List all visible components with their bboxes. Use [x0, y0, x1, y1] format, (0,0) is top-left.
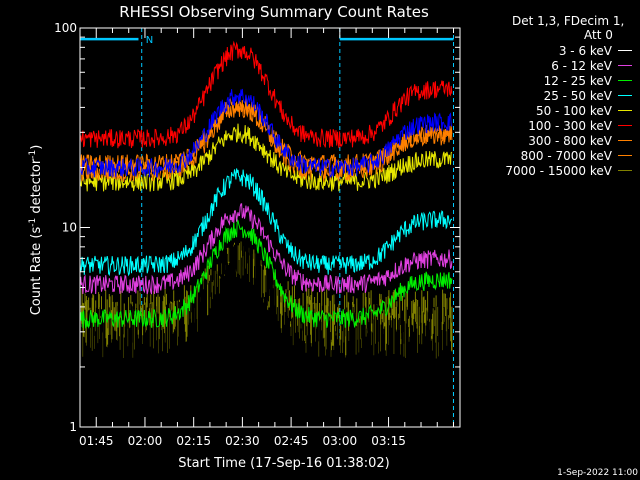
legend-label: 50 - 100 keV [535, 103, 612, 118]
y-axis-label: Count Rate (s-1 detector-1) [28, 145, 44, 316]
legend-swatch [618, 50, 632, 51]
legend-header-line2: Att 0 [584, 28, 613, 42]
y-axis-label-main: Count Rate (s [29, 227, 44, 316]
series-12_25kev [79, 218, 453, 329]
series-layer [79, 40, 453, 427]
legend-header-line1: Det 1,3, FDecim 1, [512, 14, 625, 28]
y-tick-label: 1 [69, 420, 77, 434]
chart-title: RHESSI Observing Summary Count Rates [119, 3, 429, 21]
y-axis-label-end: ) [29, 145, 44, 150]
series-25_50kev [79, 168, 453, 277]
x-axis-label: Start Time (17-Sep-16 01:38:02) [178, 456, 389, 471]
legend-item: 3 - 6 keV [559, 43, 632, 58]
legend-label: 800 - 7000 keV [520, 148, 612, 163]
legend-item: 300 - 800 keV [528, 133, 632, 148]
series-50_100kev [79, 123, 453, 192]
legend-swatch [618, 65, 632, 66]
legend-label: 3 - 6 keV [558, 43, 612, 58]
legend-swatch [618, 80, 632, 81]
y-tick-label: 100 [54, 21, 77, 35]
x-tick-label: 03:15 [371, 434, 406, 448]
legend-label: 25 - 50 keV [543, 88, 612, 103]
legend-swatch [618, 170, 632, 171]
legend-label: 6 - 12 keV [551, 58, 612, 73]
legend-item: 25 - 50 keV [544, 88, 632, 103]
axis-layer: 1 10 100 01:45 02:00 02:15 02:30 02:45 03:00 03:1… [54, 21, 460, 448]
y-tick-label: 10 [62, 221, 77, 235]
x-tick-label: 02:15 [176, 434, 211, 448]
x-tick-label: 03:00 [323, 434, 358, 448]
legend-item: 12 - 25 keV [544, 73, 632, 88]
legend-item: 6 - 12 keV [551, 58, 632, 73]
legend-swatch [618, 140, 632, 141]
generation-timestamp: 1-Sep-2022 11:00 [557, 468, 638, 478]
legend-label: 100 - 300 keV [528, 118, 612, 133]
legend-label: 12 - 25 keV [543, 73, 612, 88]
y-axis-label-sup2: -1 [28, 150, 38, 159]
night-label: N [146, 35, 153, 46]
legend-label: 300 - 800 keV [528, 133, 612, 148]
series-6_12kev [79, 203, 453, 295]
x-tick-label: 01:45 [79, 434, 114, 448]
y-axis-label-tail: detector [29, 158, 44, 218]
legend-item: 7000 - 15000 keV [505, 163, 632, 178]
legend-swatch [618, 125, 632, 126]
series-blue-band [79, 88, 453, 179]
legend-item: 100 - 300 keV [528, 118, 632, 133]
y-axis-label-sup: -1 [28, 218, 38, 227]
x-tick-label: 02:45 [274, 434, 309, 448]
legend-item: 50 - 100 keV [536, 103, 632, 118]
legend-swatch [618, 110, 632, 111]
legend-swatch [618, 155, 632, 156]
legend-swatch [618, 95, 632, 96]
x-tick-label: 02:00 [128, 434, 163, 448]
legend-label: 7000 - 15000 keV [505, 163, 612, 178]
legend-item: 800 - 7000 keV [521, 148, 632, 163]
x-tick-label: 02:30 [225, 434, 260, 448]
series-100_300kev [79, 40, 453, 149]
